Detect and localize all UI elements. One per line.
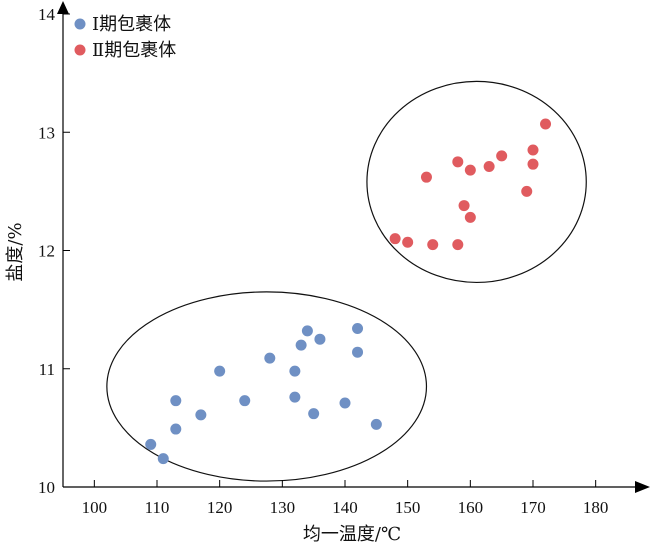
data-point-series-1 bbox=[352, 346, 364, 358]
data-point-series-2 bbox=[420, 171, 432, 183]
data-point-series-2 bbox=[483, 161, 495, 173]
data-point-series-2 bbox=[458, 200, 470, 212]
x-axis-title: 均一温度/℃ bbox=[303, 524, 401, 544]
legend-marker-series-2 bbox=[74, 44, 86, 56]
y-tick-label: 13 bbox=[38, 123, 55, 142]
x-tick-label: 160 bbox=[458, 498, 484, 517]
data-point-series-2 bbox=[527, 144, 539, 156]
data-point-series-2 bbox=[540, 118, 552, 130]
data-point-series-2 bbox=[452, 156, 464, 168]
data-point-series-1 bbox=[264, 352, 276, 364]
data-point-series-2 bbox=[452, 239, 464, 251]
data-point-series-1 bbox=[301, 325, 313, 337]
data-point-series-1 bbox=[352, 323, 364, 335]
data-point-series-1 bbox=[295, 339, 307, 351]
y-tick-label: 14 bbox=[38, 5, 56, 24]
y-tick-label: 11 bbox=[39, 360, 55, 379]
x-tick-label: 170 bbox=[520, 498, 546, 517]
data-point-series-2 bbox=[464, 164, 476, 176]
data-point-series-1 bbox=[157, 453, 169, 465]
data-point-series-1 bbox=[170, 423, 182, 435]
x-axis-arrow bbox=[635, 481, 650, 493]
legend-label-series-2: Ⅱ期包裹体 bbox=[92, 40, 176, 61]
x-tick-label: 130 bbox=[270, 498, 296, 517]
x-tick-label: 110 bbox=[145, 498, 170, 517]
cluster-ellipses bbox=[106, 80, 587, 482]
data-point-series-1 bbox=[308, 408, 320, 420]
cluster-ellipse-1 bbox=[106, 291, 428, 482]
x-tick-label: 100 bbox=[82, 498, 108, 517]
data-point-series-1 bbox=[239, 395, 251, 407]
cluster-ellipse-2 bbox=[366, 80, 587, 284]
data-point-series-2 bbox=[496, 150, 508, 162]
y-tick-label: 10 bbox=[38, 478, 55, 497]
x-tick-label: 120 bbox=[207, 498, 233, 517]
data-point-series-2 bbox=[527, 158, 539, 170]
data-point-series-1 bbox=[289, 365, 301, 377]
data-point-series-1 bbox=[314, 333, 326, 345]
axes bbox=[57, 1, 650, 493]
data-point-series-1 bbox=[145, 438, 157, 450]
data-point-series-1 bbox=[370, 418, 382, 430]
data-point-series-1 bbox=[289, 391, 301, 403]
legend: Ⅰ期包裹体 Ⅱ期包裹体 bbox=[74, 14, 176, 61]
x-tick-label: 140 bbox=[332, 498, 358, 517]
x-ticks: 100 110 120 130 140 150 160 170 180 bbox=[82, 480, 609, 517]
x-tick-label: 180 bbox=[583, 498, 609, 517]
data-point-series-2 bbox=[389, 233, 401, 245]
data-point-series-2 bbox=[402, 236, 414, 248]
data-point-series-1 bbox=[170, 395, 182, 407]
data-point-series-2 bbox=[521, 185, 533, 197]
legend-label-series-1: Ⅰ期包裹体 bbox=[92, 14, 171, 35]
y-axis-title: 盐度/% bbox=[5, 222, 26, 281]
data-point-series-1 bbox=[195, 409, 207, 421]
data-point-series-2 bbox=[464, 211, 476, 223]
x-tick-label: 150 bbox=[395, 498, 421, 517]
data-point-series-2 bbox=[427, 239, 439, 251]
data-point-series-1 bbox=[339, 397, 351, 409]
legend-marker-series-1 bbox=[74, 18, 86, 30]
data-point-series-1 bbox=[214, 365, 226, 377]
y-axis-arrow bbox=[57, 1, 69, 14]
y-tick-label: 12 bbox=[38, 242, 55, 261]
data-points bbox=[145, 118, 552, 465]
y-ticks: 10 11 12 13 14 bbox=[38, 5, 70, 497]
